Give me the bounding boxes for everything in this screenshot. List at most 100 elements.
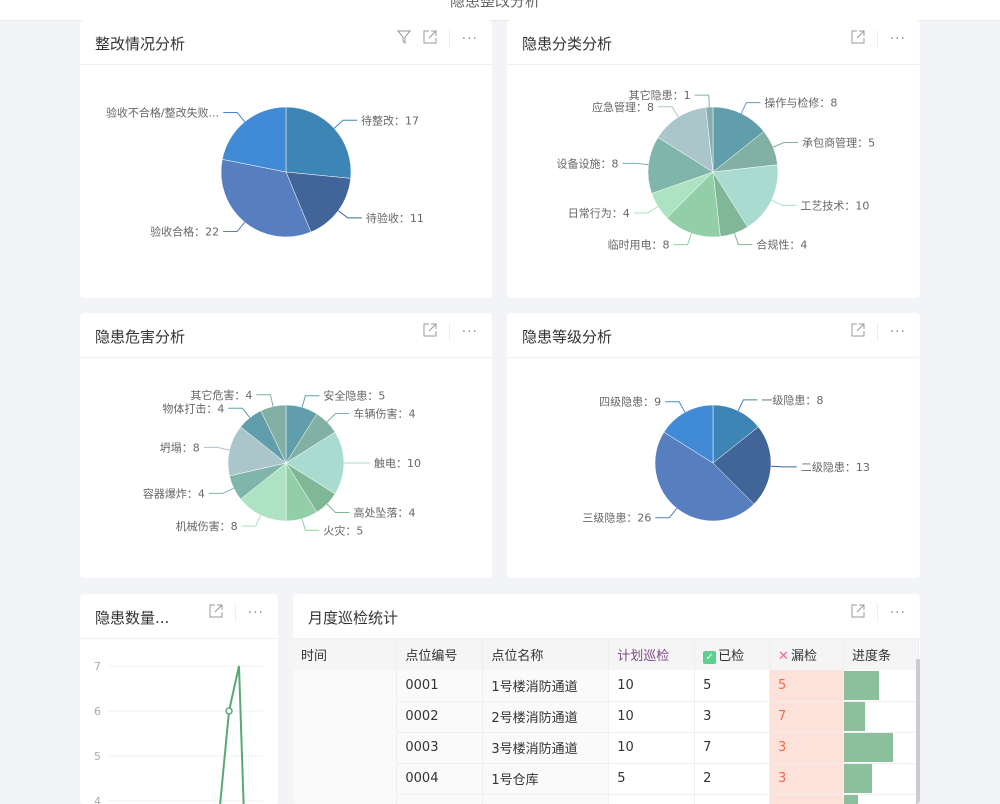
- progress-bar: [843, 702, 865, 731]
- code-cell: 0003: [396, 732, 484, 764]
- more-icon[interactable]: ···: [889, 605, 906, 621]
- pie-slice[interactable]: [227, 426, 287, 477]
- label-line: [694, 94, 710, 108]
- name-cell: 1号楼消防通道: [482, 670, 610, 702]
- y-tick-label: 6: [94, 705, 101, 718]
- pie-slice[interactable]: [712, 404, 759, 464]
- card-title: 隐患数量...: [95, 609, 170, 627]
- pie-chart: 待整改：17 待验收：11 验收合格：22 验收不合格/整改失败...: [106, 105, 424, 239]
- slice-label: 车辆伤害：4: [353, 407, 415, 421]
- scrollbar[interactable]: [916, 659, 920, 804]
- slice-label: 容器爆炸：4: [143, 486, 205, 500]
- pie-slice[interactable]: [221, 106, 287, 173]
- column-header-label: 进度条: [851, 649, 891, 664]
- card-4: 隐患等级分析 ··· 一级隐患：8 二级隐患：13 三级隐患：26 四级隐患：9: [507, 313, 920, 578]
- pie-slice[interactable]: [663, 404, 714, 464]
- external-link-icon[interactable]: [851, 604, 865, 622]
- external-link-icon[interactable]: [423, 30, 437, 48]
- data-point[interactable]: [225, 707, 233, 715]
- pie-slice[interactable]: [220, 159, 312, 238]
- table-row[interactable]: 0004 1号仓库 5 2 3: [293, 763, 920, 795]
- page-title: 隐患整改分析: [450, 0, 541, 10]
- card-tools: ···: [423, 323, 478, 341]
- external-link-icon[interactable]: [209, 604, 223, 622]
- column-header[interactable]: 点位编号: [396, 639, 484, 670]
- progress-cell: [843, 701, 920, 733]
- external-link-icon[interactable]: [423, 323, 437, 341]
- label-line: [301, 518, 320, 531]
- divider: [876, 604, 878, 622]
- slice-label: 工艺技术：10: [800, 199, 869, 212]
- done-cell: 2: [694, 763, 771, 795]
- column-header[interactable]: 计划巡检: [608, 639, 696, 670]
- card-header: 整改情况分析 ···: [80, 20, 492, 65]
- label-line: [203, 446, 230, 451]
- more-icon[interactable]: ···: [889, 324, 906, 340]
- slice-label: 操作与检修：8: [764, 96, 837, 110]
- label-line: [326, 413, 350, 423]
- column-header[interactable]: 时间: [293, 639, 398, 670]
- slice-label: 验收不合格/整改失败...: [106, 105, 219, 119]
- table-row[interactable]: 0002 2号楼消防通道 10 3 7: [293, 701, 920, 733]
- pie-slice[interactable]: [657, 107, 714, 173]
- progress-bar: [843, 733, 893, 762]
- label-line: [633, 206, 659, 214]
- filter-icon[interactable]: [396, 30, 411, 48]
- column-header-label: 计划巡检: [617, 649, 670, 664]
- progress-bar: [843, 670, 879, 700]
- pie-slice[interactable]: [647, 137, 714, 194]
- label-line: [333, 119, 358, 129]
- slice-label: 二级隐患：13: [801, 461, 870, 474]
- card-3: 隐患危害分析 ··· 安全隐患：5 车辆伤害：4 触电：10 高处坠落：4 火灾：5 机械伤害…: [80, 313, 492, 578]
- y-tick-label: 7: [94, 660, 101, 673]
- table-row[interactable]: 0001 1号楼消防通道 10 5 5: [293, 670, 920, 804]
- miss-cell: 7: [769, 701, 844, 733]
- slice-label: 临时用电：8: [608, 238, 670, 252]
- pie-slice[interactable]: [712, 106, 765, 173]
- card-header: 隐患数量... ···: [80, 594, 278, 639]
- column-header[interactable]: ✕ 漏检: [769, 639, 844, 670]
- card-header: 隐患危害分析 ···: [80, 313, 492, 358]
- plan-cell: 5: [608, 763, 696, 795]
- check-icon: ✓: [703, 651, 717, 664]
- label-line: [673, 233, 693, 246]
- more-icon[interactable]: ···: [461, 31, 478, 47]
- pie-slice[interactable]: [285, 431, 345, 495]
- card-2: 隐患分类分析 ··· 操作与检修：8 承包商管理：5 工艺技术：10 合规性：4 临时用电：…: [507, 20, 920, 298]
- pie-slice[interactable]: [285, 171, 351, 233]
- label-line: [223, 111, 246, 123]
- slice-label: 安全隐患：5: [323, 389, 385, 403]
- external-link-icon[interactable]: [851, 323, 865, 341]
- label-line: [737, 399, 758, 411]
- column-header[interactable]: ✓ 已检: [694, 639, 771, 670]
- done-cell: 7: [694, 732, 771, 764]
- more-icon[interactable]: ···: [461, 324, 478, 340]
- card-tools: ···: [396, 30, 478, 48]
- divider: [876, 323, 878, 341]
- pie-slice[interactable]: [712, 426, 772, 505]
- table-row[interactable]: 0003 3号楼消防通道 10 7 3: [293, 732, 920, 764]
- card-title: 隐患分类分析: [522, 35, 613, 53]
- miss-cell: 3: [769, 763, 844, 795]
- card-title: 整改情况分析: [95, 35, 186, 53]
- label-line: [256, 394, 274, 407]
- pie-slice[interactable]: [240, 462, 287, 522]
- label-line: [337, 210, 362, 219]
- external-link-icon[interactable]: [851, 30, 865, 48]
- pie-slice[interactable]: [666, 171, 721, 238]
- more-icon[interactable]: ···: [247, 605, 264, 621]
- column-header[interactable]: 进度条: [843, 639, 920, 670]
- slice-label: 验收合格：22: [150, 225, 219, 239]
- pie-slice[interactable]: [712, 164, 779, 228]
- slice-label: 坍塌：8: [160, 440, 200, 454]
- pie-slice[interactable]: [260, 404, 287, 464]
- label-line: [241, 515, 262, 527]
- pie-slice[interactable]: [654, 431, 755, 522]
- more-icon[interactable]: ···: [889, 31, 906, 47]
- slice-label: 火灾：5: [323, 523, 363, 537]
- label-line: [301, 395, 320, 408]
- pie-slice[interactable]: [285, 106, 352, 179]
- slice-label: 其它隐患：1: [629, 88, 691, 102]
- column-header[interactable]: 点位名称: [482, 639, 610, 670]
